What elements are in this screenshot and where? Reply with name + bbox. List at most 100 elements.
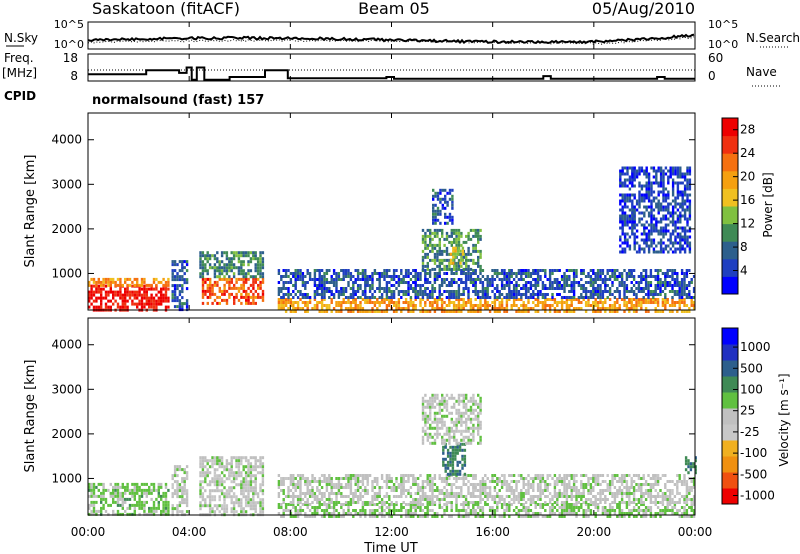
data-cell [356,287,360,290]
data-cell [628,290,631,293]
nsearch-line [87,36,695,45]
data-cell [126,506,129,510]
data-cell [183,266,186,270]
data-cell [659,244,663,248]
data-cell [176,275,179,279]
data-cell [671,275,674,278]
data-cell [320,503,324,506]
data-cell [371,310,374,313]
data-cell [185,302,189,306]
data-cell [385,293,389,296]
data-cell [364,290,367,293]
data-cell [678,515,681,518]
data-cell [128,296,132,300]
data-cell [512,301,516,304]
data-cell [176,495,179,499]
data-cell [296,480,300,483]
data-cell [316,480,319,483]
data-cell [455,486,458,489]
data-cell [481,509,485,512]
data-cell [284,269,288,272]
data-cell [445,272,449,275]
data-cell [498,495,501,498]
data-cell [366,477,369,480]
data-cell [261,292,265,296]
data-cell [460,258,463,262]
data-cell [342,512,345,515]
data-cell [673,293,677,296]
data-cell [223,507,226,511]
data-cell [469,310,473,313]
data-cell [429,234,432,238]
data-cell [240,498,243,502]
data-cell [313,477,317,480]
data-cell [171,483,174,487]
data-cell [676,232,680,236]
data-cell [199,275,202,279]
data-cell [306,480,309,483]
data-cell [164,280,168,284]
data-cell [388,512,391,515]
data-cell [621,196,624,200]
data-cell [218,456,221,460]
data-cell [131,488,134,492]
data-cell [155,293,158,297]
data-cell [218,275,221,279]
data-cell [647,181,651,185]
data-cell [589,281,593,284]
data-cell [201,459,205,463]
data-cell [587,281,590,284]
data-cell [570,269,573,272]
data-cell [424,486,427,489]
data-cell [515,281,518,284]
data-cell [366,489,369,492]
data-cell [575,503,578,506]
data-cell [240,474,243,478]
data-cell [392,506,396,509]
data-cell [452,290,456,293]
data-cell [539,278,542,281]
data-cell [230,263,233,267]
data-cell [462,240,465,244]
data-cell [541,506,545,509]
data-cell [289,512,293,515]
data-cell [644,506,648,509]
data-cell [145,293,148,297]
data-cell [446,221,449,225]
data-cell [344,474,348,477]
data-cell [259,283,262,287]
data-cell [467,234,470,238]
data-cell [313,480,317,483]
data-cell [621,211,624,215]
data-cell [371,272,374,275]
data-cell [662,205,665,209]
data-cell [613,290,617,293]
data-cell [433,267,437,271]
data-cell [342,298,345,301]
data-cell [647,293,650,296]
data-cell [493,474,497,477]
data-cell [457,296,461,299]
data-cell [201,275,205,279]
data-cell [133,494,136,498]
data-cell [656,275,660,278]
data-cell [621,169,624,173]
data-cell [323,275,326,278]
data-cell [640,503,643,506]
data-cell [424,272,427,275]
data-cell [323,287,326,290]
data-cell [647,287,650,290]
data-cell [539,269,542,272]
data-cell [318,281,321,284]
data-cell [206,289,209,293]
data-cell [112,491,115,495]
data-cell [216,260,219,264]
data-cell [661,281,665,284]
data-cell [92,509,96,513]
data-cell [364,269,367,272]
data-cell [474,269,477,272]
data-cell [563,512,566,515]
data-cell [209,283,212,287]
data-cell [354,509,357,512]
data-cell [621,226,624,230]
